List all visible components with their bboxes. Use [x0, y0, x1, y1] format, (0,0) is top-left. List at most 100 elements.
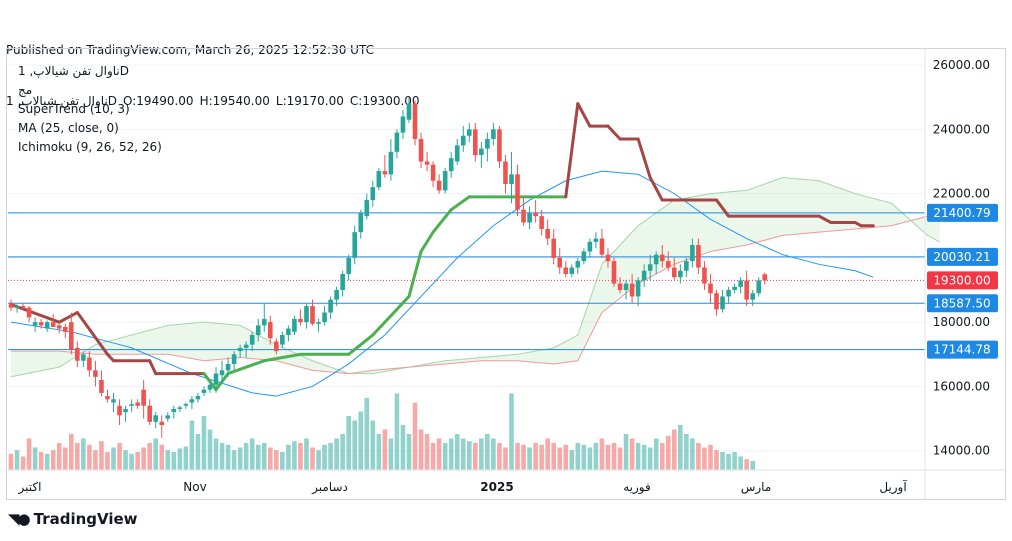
volume-bar: [587, 447, 593, 470]
candle-body: [32, 322, 38, 326]
candle-body: [406, 103, 412, 120]
volume-bar: [261, 443, 267, 470]
volume-bar: [503, 447, 508, 470]
volume-bar: [346, 416, 351, 470]
candle-body: [177, 407, 183, 409]
candle-body: [261, 318, 267, 326]
volume-bar: [460, 438, 466, 470]
supertrend-segment: [576, 102, 592, 128]
candle-body: [165, 415, 171, 419]
volume-bar: [466, 441, 472, 470]
volume-bar: [62, 447, 68, 470]
candle-body: [141, 389, 146, 406]
candle-body: [304, 306, 309, 323]
volume-bar: [653, 438, 659, 470]
low-value: L:19170.00: [275, 94, 344, 108]
supertrend-segment: [202, 372, 218, 392]
volume-bar: [32, 447, 38, 470]
volume-bar: [195, 434, 201, 470]
volume-bar: [412, 402, 418, 470]
volume-bar: [382, 429, 388, 470]
candle-body: [497, 129, 502, 162]
legend-ichimoku[interactable]: Ichimoku (9, 26, 52, 26): [18, 140, 162, 154]
volume-bar: [237, 447, 243, 470]
ma-line: [10, 170, 874, 397]
cloud-span-b: [11, 215, 940, 375]
high-value: H:19540.00: [199, 94, 270, 108]
volume-bar: [304, 438, 309, 470]
legend-ma[interactable]: MA (25, close, 0): [18, 121, 119, 135]
candle-body: [14, 306, 20, 308]
candle-body: [201, 389, 207, 393]
candle-body: [310, 306, 315, 324]
volume-bar: [298, 443, 303, 470]
candle-body: [93, 370, 98, 377]
candle-body: [732, 286, 737, 291]
ichimoku-cloud: [11, 177, 940, 377]
supertrend-segment: [431, 208, 453, 234]
volume-bar: [75, 443, 80, 470]
candle-body: [69, 322, 74, 350]
legend-supertrend[interactable]: SuperTrend (10, 3): [18, 102, 130, 116]
volume-bar: [696, 443, 701, 470]
cloud-span-a: [10, 177, 940, 378]
supertrend-segment: [407, 249, 423, 298]
tradingview-icon: ◥●: [8, 510, 31, 528]
candle-body: [448, 158, 454, 172]
volume-bar: [141, 447, 146, 470]
volume-bar: [159, 444, 165, 470]
tradingview-logo[interactable]: ◥● TradingView: [8, 510, 138, 528]
candle-body: [714, 293, 719, 310]
candle-body: [635, 280, 641, 297]
volume-bar: [322, 444, 327, 470]
level-label: 21400.79: [933, 206, 990, 220]
candle-body: [135, 402, 140, 406]
supertrend-segment: [226, 359, 266, 376]
candle-body: [708, 283, 713, 294]
candle-body: [171, 408, 177, 413]
volume-bar: [249, 438, 255, 470]
legend-symbol: ناوال تفن شیالاپ, 1D: [18, 64, 130, 78]
x-tick-label: فوریه: [623, 480, 651, 495]
volume-bar: [473, 443, 478, 470]
volume-bar: [111, 447, 116, 470]
supertrend-segment: [564, 102, 580, 199]
candle-body: [153, 415, 159, 422]
candle-body: [117, 405, 122, 416]
volume-bar: [56, 443, 62, 470]
y-tick-label: 18000.00: [933, 315, 990, 329]
candle-body: [231, 354, 237, 364]
candle-body: [237, 347, 243, 352]
volume-bar: [243, 443, 249, 470]
volume-bar: [93, 450, 98, 470]
candle-body: [460, 135, 466, 146]
volume-bar: [599, 438, 605, 470]
volume-bar: [702, 447, 707, 470]
candle-body: [678, 270, 683, 278]
volume-bar: [672, 429, 677, 470]
volume-bar: [44, 453, 50, 470]
y-tick-label: 16000.00: [933, 379, 990, 393]
supertrend-segment: [636, 137, 652, 180]
x-tick-label: دسامبر: [311, 480, 348, 495]
candle-body: [352, 232, 358, 258]
candle-body: [87, 357, 92, 371]
candle-body: [485, 138, 490, 149]
chart-legend: ناوال تفن شیالاپ, 1D مج SuperTrend (10, …: [18, 62, 162, 157]
chart-frame[interactable]: [6, 48, 1006, 500]
candle-body: [376, 171, 382, 188]
candle-body: [129, 404, 134, 406]
volume-bar: [684, 434, 689, 470]
volume-bar: [123, 450, 128, 470]
candle-body: [503, 161, 508, 184]
candle-body: [424, 161, 430, 165]
candle-body: [346, 257, 351, 274]
volume-bar: [575, 443, 581, 470]
volume-bar: [81, 438, 86, 470]
volume-bar: [557, 447, 563, 470]
candle-body: [726, 290, 731, 297]
level-label: 17144.78: [933, 343, 990, 357]
candle-body: [551, 238, 556, 258]
volume-bar: [280, 452, 285, 470]
